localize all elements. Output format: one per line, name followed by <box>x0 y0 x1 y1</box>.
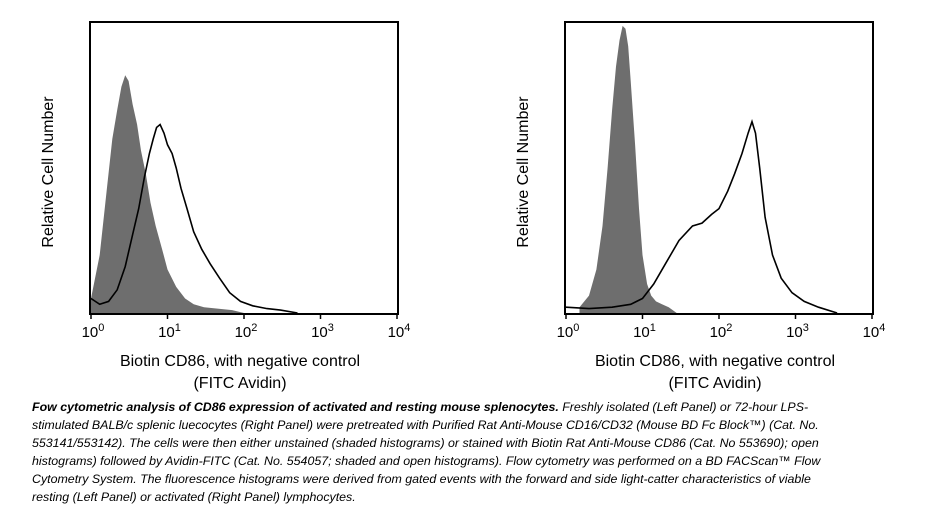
right-histogram-plot <box>565 25 838 314</box>
left-x-axis-label-line2: (FITC Avidin) <box>193 375 287 392</box>
right-x-axis-ticks: 100 101 102 103 104 <box>557 314 886 341</box>
right-panel: Relative Cell Number 100 101 102 103 104 <box>515 21 886 341</box>
left-x-tick-label: 103 <box>311 322 334 341</box>
right-y-axis-label: Relative Cell Number <box>515 96 532 248</box>
right-x-axis-label: Biotin CD86, with negative control (FITC… <box>565 351 865 395</box>
right-x-tick-label: 100 <box>557 322 580 341</box>
left-x-tick-label: 101 <box>158 322 181 341</box>
right-x-tick-label: 104 <box>863 322 886 341</box>
left-open-histogram <box>90 123 298 314</box>
left-x-tick-label: 102 <box>235 322 258 341</box>
right-x-axis-label-line2: (FITC Avidin) <box>668 375 762 392</box>
right-x-axis-label-line1: Biotin CD86, with negative control <box>594 353 836 370</box>
right-shaded-histogram <box>579 25 677 314</box>
right-x-tick-label: 103 <box>786 322 809 341</box>
caption-title: Fow cytometric analysis of CD86 expressi… <box>32 400 559 414</box>
caption-body: Freshly isolated (Left Panel) or 72-hour… <box>32 400 821 505</box>
figure-caption: Fow cytometric analysis of CD86 expressi… <box>32 398 832 507</box>
left-x-tick-label: 100 <box>82 322 105 341</box>
left-x-axis-label: Biotin CD86, with negative control (FITC… <box>90 351 390 395</box>
left-x-axis-label-line1: Biotin CD86, with negative control <box>119 353 361 370</box>
figure-canvas: Relative Cell Number 100 101 102 103 104 Rel… <box>40 21 886 341</box>
left-panel: Relative Cell Number 100 101 102 103 104 <box>40 21 411 341</box>
left-shaded-histogram <box>91 75 244 313</box>
right-x-tick-label: 101 <box>633 322 656 341</box>
left-x-tick-label: 104 <box>388 322 411 341</box>
left-x-axis-ticks: 100 101 102 103 104 <box>82 314 411 341</box>
right-x-tick-label: 102 <box>710 322 733 341</box>
left-y-axis-label: Relative Cell Number <box>40 96 57 248</box>
left-histogram-plot <box>90 75 298 314</box>
right-open-histogram <box>565 118 838 314</box>
